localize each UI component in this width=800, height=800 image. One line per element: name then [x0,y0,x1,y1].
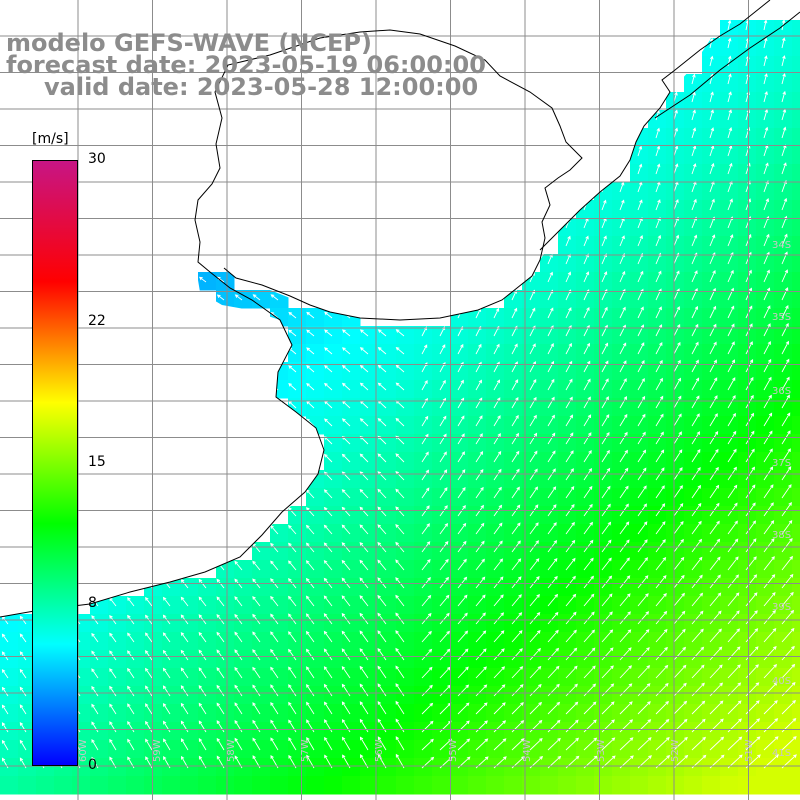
lat-label: 41S [772,748,791,759]
lon-label: 59W [152,739,163,762]
colorbar-tick-label: 22 [88,312,106,329]
lon-label: 60W [78,739,89,762]
wind-arrows [1,19,797,769]
lon-label: 52W [670,739,681,762]
graticule-labels: 34S 35S 36S 37S 38S 39S 40S 41S 60W 59W 58W 57W 56W 5… [78,240,791,762]
lat-label: 38S [772,530,791,541]
lon-label: 51W [744,739,755,762]
colorbar-tick-label: 15 [88,454,106,470]
lat-label: 40S [772,676,791,687]
lat-label: 37S [772,458,791,469]
lon-label: 56W [374,739,385,762]
forecast-date: forecast date: 2023-05-19 06:00:00 [6,51,486,79]
lon-label: 57W [300,739,311,762]
lon-label: 53W [596,739,607,762]
wind-speed-field [0,20,800,795]
land-mask [0,0,730,617]
colorbar [32,160,78,766]
colorbar-tick-label: 30 [88,151,106,167]
lon-label: 55W [448,739,459,762]
lat-label: 39S [772,602,791,613]
valid-date: valid date: 2023-05-28 12:00:00 [44,73,479,101]
lon-label: 54W [522,739,533,762]
lat-label: 35S [772,312,791,323]
lat-label: 34S [772,240,791,251]
colorbar-tick-label: 0 [88,757,97,773]
colorbar-tick-label: 8 [88,595,97,612]
lon-label: 58W [226,739,237,762]
coastline [0,0,800,618]
lat-label: 36S [772,386,791,397]
model-title: modelo GEFS-WAVE (NCEP) [6,29,372,57]
colorbar-unit: [m/s] [32,131,69,147]
